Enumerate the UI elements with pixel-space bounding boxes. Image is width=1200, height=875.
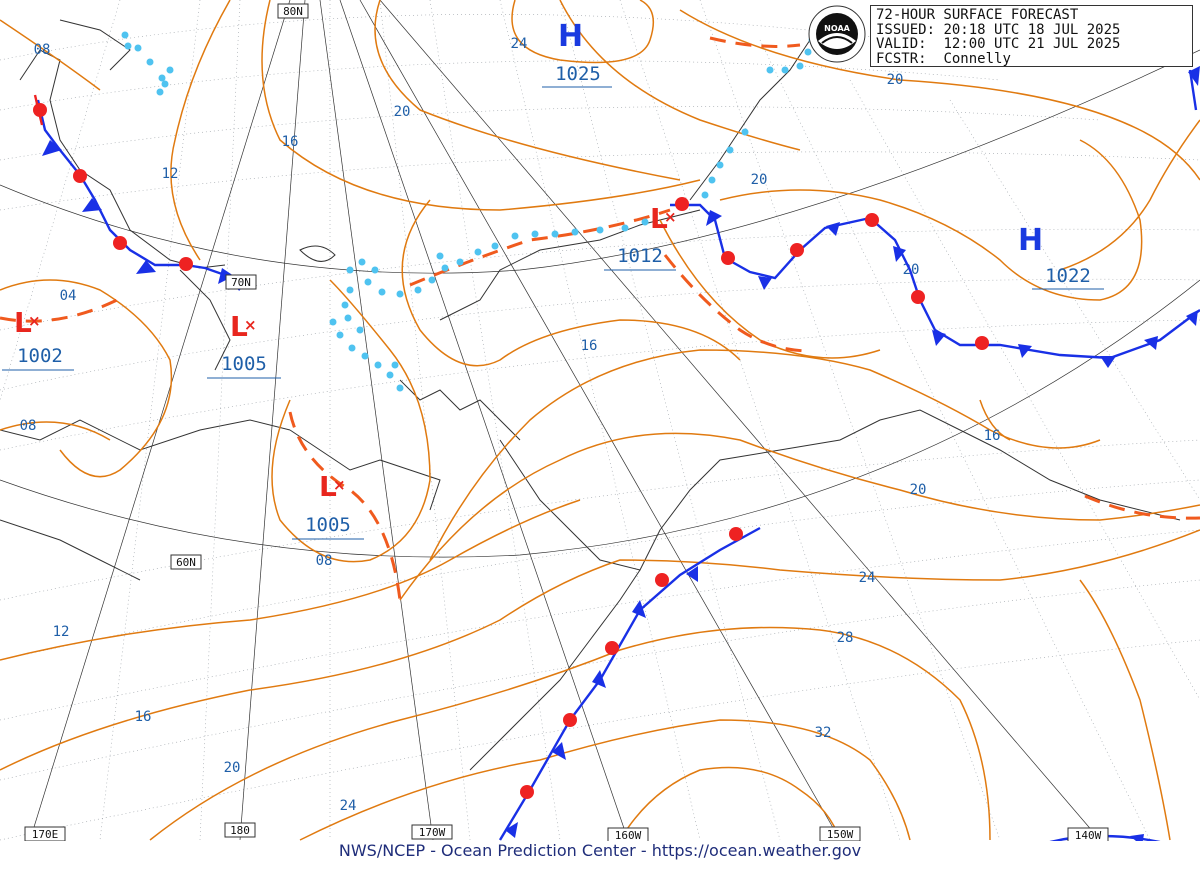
forecast-title: 72-HOUR SURFACE FORECAST [876, 7, 1079, 23]
cold-front-ne [1188, 66, 1200, 111]
fcstr-label: FCSTR: [876, 50, 927, 67]
isobar-label: 24 [511, 36, 528, 52]
high-symbol: H [1018, 223, 1043, 258]
isobar-label: 16 [135, 709, 152, 725]
lat-label: 70N [231, 276, 251, 289]
low-2: L × 1005 [207, 310, 281, 379]
latitude-labels: 80N 70N 60N [170, 3, 309, 570]
cold-front-south [498, 526, 761, 841]
lon-label: 160W [615, 829, 642, 842]
isobar-label: 20 [224, 760, 241, 776]
low-center-x: × [28, 312, 41, 330]
high-2: H 1022 [1018, 223, 1104, 290]
lon-label: 140W [1075, 829, 1102, 842]
low-center-x: × [333, 476, 346, 494]
isobar-label: 28 [837, 630, 854, 646]
lon-label: 150W [827, 828, 854, 841]
isobar-label: 20 [751, 172, 768, 188]
occluded-front-east [670, 197, 1200, 368]
low-center-x: × [664, 208, 677, 226]
valid-value: 12:00 UTC 21 JUL 2025 [943, 36, 1121, 52]
low-symbol: L [14, 306, 32, 339]
issued-label: ISSUED: [876, 21, 936, 38]
isobar-label: 04 [60, 288, 77, 304]
isobar-label: 08 [316, 553, 333, 569]
valid-label: VALID: [876, 36, 927, 52]
low-symbol: L [230, 310, 248, 343]
low-4: L × 1012 [604, 202, 677, 271]
longitude-labels: 170E 180 170W 160W 150W 140W [24, 822, 1109, 843]
isobars [0, 0, 1200, 841]
isobar-label: 24 [340, 798, 357, 814]
isobar-label: 08 [20, 418, 37, 434]
isobar-label: 08 [34, 42, 51, 58]
isobar-label: 20 [910, 482, 927, 498]
main-graticule [0, 0, 1200, 841]
isobar-label: 16 [581, 338, 598, 354]
fcstr-value: Connelly [943, 50, 1011, 67]
isobar-label: 20 [394, 104, 411, 120]
high-pressure-value: 1025 [555, 63, 601, 85]
noaa-logo-icon: NOAA [808, 5, 866, 63]
lon-label: 180 [230, 824, 250, 837]
lat-label: 80N [283, 5, 303, 18]
low-center-x: × [244, 316, 257, 334]
low-1: L × 1002 [2, 306, 74, 371]
footer-credit: NWS/NCEP - Ocean Prediction Center - htt… [0, 841, 1200, 871]
isobar-label: 16 [984, 428, 1001, 444]
high-pressure-value: 1022 [1045, 265, 1091, 287]
isobar-label: 20 [887, 72, 904, 88]
isobar-label: 32 [815, 725, 832, 741]
lat-lon-grid [0, 0, 1200, 841]
low-pressure-value: 1005 [305, 514, 351, 536]
low-pressure-value: 1002 [17, 345, 63, 367]
isobar-label: 12 [53, 624, 70, 640]
high-1: H 1025 [542, 19, 612, 88]
isobar-label: 16 [282, 134, 299, 150]
isobar-label: 12 [162, 166, 179, 182]
low-symbol: L [319, 470, 337, 503]
low-3: L × 1005 [292, 470, 364, 540]
lon-label: 170W [419, 826, 446, 839]
isobar-labels: 08 24 20 16 12 04 08 16 20 20 16 20 24 2… [20, 36, 1001, 814]
coastlines [0, 19, 1181, 771]
svg-text:NOAA: NOAA [824, 24, 850, 33]
lon-label: 170E [32, 828, 59, 841]
isobar-label: 24 [859, 570, 876, 586]
issued-value: 20:18 UTC 18 JUL 2025 [943, 21, 1121, 38]
lat-label: 60N [176, 556, 196, 569]
low-pressure-value: 1012 [617, 245, 663, 267]
high-symbol: H [558, 19, 583, 54]
low-pressure-value: 1005 [221, 353, 267, 375]
forecast-info-box: 72-HOUR SURFACE FORECAST ISSUED: 20:18 U… [870, 5, 1193, 67]
occluded-front-west [33, 94, 241, 291]
low-symbol: L [650, 202, 668, 235]
